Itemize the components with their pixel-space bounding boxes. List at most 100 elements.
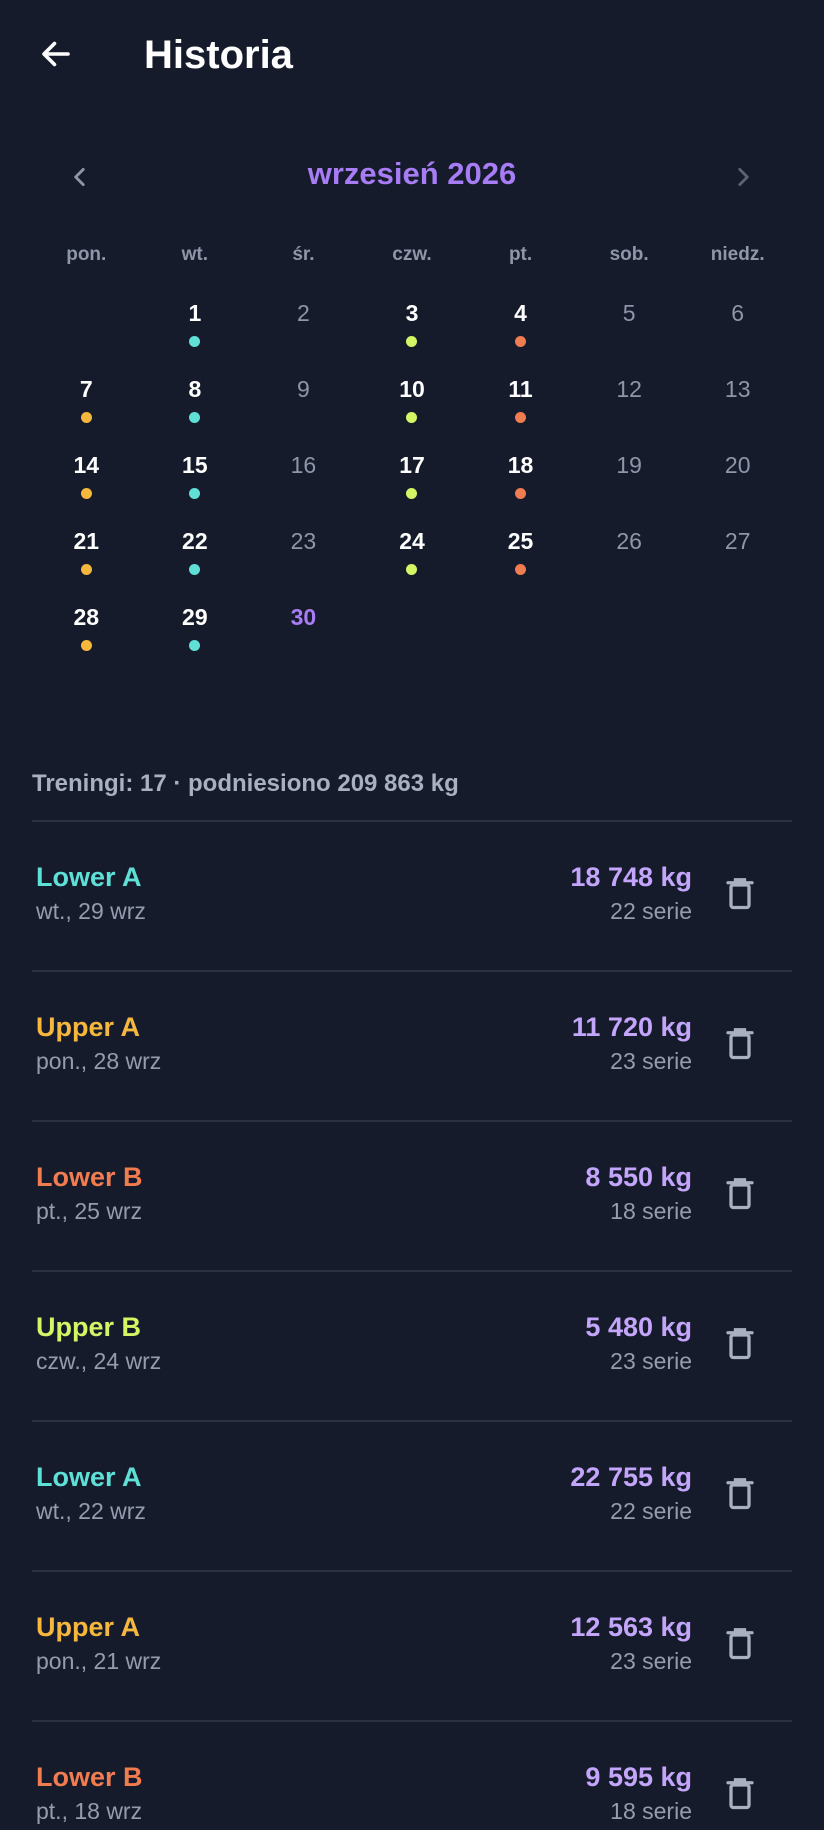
trash-icon — [726, 1628, 754, 1660]
calendar-day[interactable]: 1 — [141, 296, 250, 372]
calendar-day[interactable]: 25 — [466, 524, 575, 600]
calendar-day[interactable]: 13 — [683, 372, 792, 448]
workout-list-item[interactable]: Upper B czw., 24 wrz 5 480 kg 23 serie — [32, 1272, 792, 1422]
delete-workout-button[interactable] — [718, 1172, 762, 1216]
weekday-label: niedz. — [710, 244, 765, 265]
calendar-day-number: 10 — [399, 376, 425, 402]
workout-volume: 12 563 kg — [570, 1612, 692, 1642]
calendar-day[interactable]: 29 — [141, 600, 250, 676]
delete-workout-button[interactable] — [718, 1022, 762, 1066]
calendar-day[interactable]: 23 — [249, 524, 358, 600]
workout-sets: 22 serie — [610, 898, 692, 924]
workout-indicator-dot — [406, 412, 418, 423]
calendar-day[interactable]: 28 — [32, 600, 141, 676]
workout-indicator-dot — [515, 488, 527, 499]
workout-list-item[interactable]: Lower B pt., 18 wrz 9 595 kg 18 serie — [32, 1722, 792, 1830]
app-bar: Historia — [0, 0, 824, 112]
workout-indicator-dot — [80, 488, 92, 499]
calendar-day-number: 5 — [622, 300, 636, 326]
calendar-day[interactable]: 9 — [249, 372, 358, 448]
calendar-day[interactable]: 24 — [358, 524, 467, 600]
month-navigation: wrzesień 2026 — [0, 150, 824, 204]
delete-workout-button[interactable] — [718, 1622, 762, 1666]
trash-icon — [726, 1028, 754, 1060]
calendar-day[interactable]: 15 — [141, 448, 250, 524]
workout-date: wt., 22 wrz — [36, 1498, 146, 1524]
weekday-label: czw. — [392, 244, 432, 265]
calendar-day[interactable]: 18 — [466, 448, 575, 524]
trash-icon — [726, 1178, 754, 1210]
workout-indicator-dot — [515, 412, 527, 423]
chevron-right-icon — [738, 168, 749, 186]
calendar-day-number: 26 — [616, 528, 642, 554]
workout-list-item[interactable]: Upper A pon., 28 wrz 11 720 kg 23 serie — [32, 972, 792, 1122]
next-month-button[interactable] — [716, 150, 770, 204]
workout-list: Lower A wt., 29 wrz 18 748 kg 22 serie Upper… — [32, 822, 792, 1830]
calendar-day-number: 30 — [290, 604, 317, 630]
weekday-label: wt. — [181, 244, 209, 265]
calendar-day[interactable]: 14 — [32, 448, 141, 524]
workout-volume: 8 550 kg — [585, 1162, 692, 1192]
calendar-day-number: 3 — [405, 300, 419, 326]
calendar-day-number: 11 — [508, 376, 533, 402]
workout-name: Lower A — [36, 1462, 142, 1492]
calendar-day-number: 27 — [724, 528, 751, 554]
calendar-day[interactable]: 30 — [249, 600, 358, 676]
delete-workout-button[interactable] — [718, 1472, 762, 1516]
workout-indicator-dot — [515, 564, 527, 575]
previous-month-button[interactable] — [53, 150, 107, 204]
weekday-label: sob. — [609, 244, 649, 265]
calendar-day-number: 12 — [616, 376, 642, 402]
calendar-day[interactable]: 20 — [683, 448, 792, 524]
weekday-label: pt. — [508, 244, 533, 265]
workout-list-item[interactable]: Upper A pon., 21 wrz 12 563 kg 23 serie — [32, 1572, 792, 1722]
workout-indicator-dot — [189, 564, 201, 575]
workout-list-item[interactable]: Lower A wt., 22 wrz 22 755 kg 22 serie — [32, 1422, 792, 1572]
calendar-day-number: 7 — [79, 376, 93, 402]
calendar-day[interactable]: 7 — [32, 372, 141, 448]
workout-name: Upper A — [36, 1012, 141, 1042]
calendar-day[interactable]: 17 — [358, 448, 467, 524]
trash-icon — [726, 1778, 754, 1810]
workout-indicator-dot — [80, 564, 92, 575]
workout-volume: 18 748 kg — [570, 862, 692, 892]
delete-workout-button[interactable] — [718, 872, 762, 916]
calendar-day[interactable]: 8 — [141, 372, 250, 448]
calendar-day[interactable]: 5 — [575, 296, 684, 372]
calendar-day[interactable]: 22 — [141, 524, 250, 600]
workout-name: Lower B — [36, 1162, 143, 1192]
calendar-day[interactable]: 16 — [249, 448, 358, 524]
calendar-day-number: 1 — [188, 300, 202, 326]
calendar-day[interactable]: 21 — [32, 524, 141, 600]
workout-list-item[interactable]: Lower A wt., 29 wrz 18 748 kg 22 serie — [32, 822, 792, 972]
calendar-day[interactable]: 26 — [575, 524, 684, 600]
workout-name: Lower B — [36, 1762, 143, 1792]
calendar-day[interactable]: 6 — [683, 296, 792, 372]
workout-volume: 22 755 kg — [570, 1462, 692, 1492]
calendar-day[interactable]: 4 — [466, 296, 575, 372]
delete-workout-button[interactable] — [718, 1322, 762, 1366]
calendar-day-number: 17 — [399, 452, 425, 478]
workout-list-item[interactable]: Lower B pt., 25 wrz 8 550 kg 18 serie — [32, 1122, 792, 1272]
calendar-day-number: 15 — [182, 452, 208, 478]
workout-indicator-dot — [80, 640, 92, 651]
workout-indicator-dot — [189, 488, 201, 499]
calendar-day-number: 18 — [507, 452, 534, 478]
calendar-day[interactable]: 19 — [575, 448, 684, 524]
calendar-day-number: 22 — [182, 528, 208, 554]
calendar-day[interactable]: 27 — [683, 524, 792, 600]
workout-sets: 18 serie — [610, 1798, 692, 1824]
calendar-day[interactable]: 2 — [249, 296, 358, 372]
calendar-grid: 1 2 3 4 5 6 7 8 9 10 11 12 13 14 15 16 17 18 19 20 21 22 23 24 2… — [32, 296, 792, 676]
weekday-header: pon. wt. śr. czw. pt. sob. niedz. — [32, 244, 792, 274]
calendar-day[interactable]: 10 — [358, 372, 467, 448]
calendar-day[interactable]: 12 — [575, 372, 684, 448]
calendar-day[interactable]: 3 — [358, 296, 467, 372]
divider — [32, 820, 792, 822]
calendar-day[interactable]: 11 — [466, 372, 575, 448]
delete-workout-button[interactable] — [718, 1772, 762, 1816]
workout-date: pon., 28 wrz — [36, 1048, 162, 1074]
calendar-empty-cell — [32, 296, 141, 372]
back-button[interactable] — [32, 30, 80, 78]
calendar-day-number: 21 — [73, 528, 100, 554]
